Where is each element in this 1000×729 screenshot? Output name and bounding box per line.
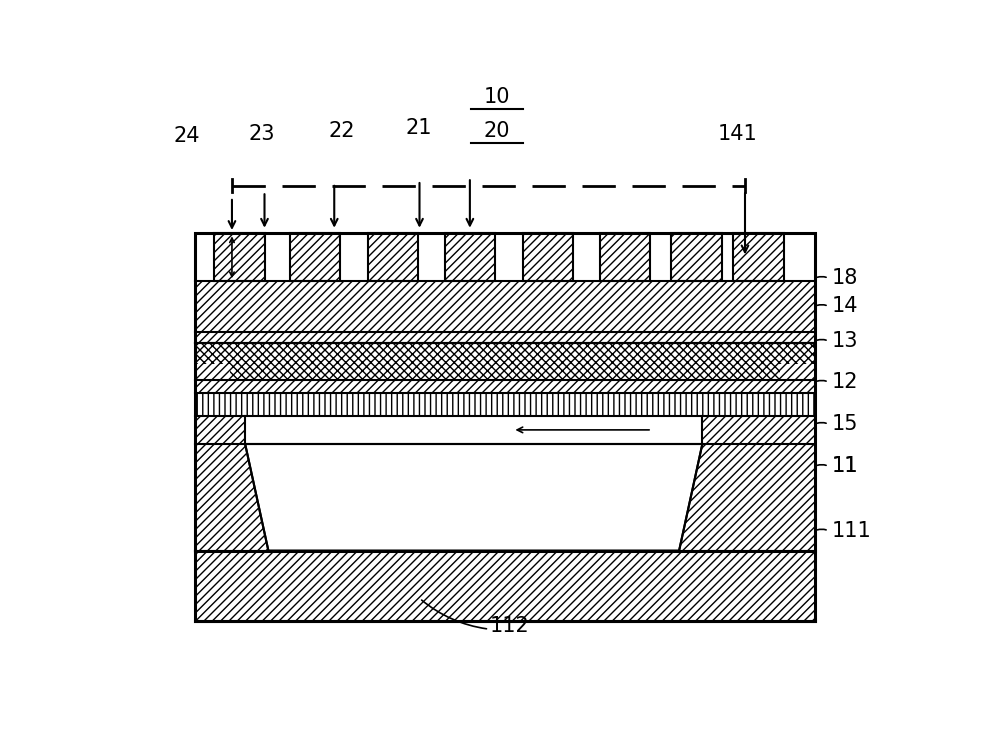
Text: 22: 22 [328,121,355,141]
Text: 20: 20 [484,121,510,141]
Text: 21: 21 [406,118,432,138]
Bar [195,550,815,621]
Text: 141: 141 [718,124,758,144]
Bar [523,233,573,281]
Bar [368,233,418,281]
Bar [214,233,264,281]
Bar [445,233,495,281]
Bar [195,343,815,380]
Text: 18: 18 [832,268,858,289]
Bar [195,444,815,550]
Bar [245,416,702,444]
Text: 10: 10 [484,87,510,106]
Bar [195,416,245,444]
Text: 12: 12 [832,373,858,392]
Text: 14: 14 [832,297,858,316]
Text: 11: 11 [832,456,858,476]
Bar [195,364,230,380]
Text: 24: 24 [173,126,200,147]
Bar [733,233,784,281]
Bar [600,233,650,281]
Bar [671,233,722,281]
Bar [195,332,815,343]
Text: 111: 111 [832,521,872,541]
Text: 13: 13 [832,331,858,351]
Text: 23: 23 [249,124,276,144]
Text: 11: 11 [832,456,858,476]
Bar [290,233,340,281]
Bar [195,380,815,394]
Bar [195,394,815,416]
Bar [702,416,815,444]
Bar [195,281,815,332]
Bar [195,233,815,621]
Bar [780,364,815,380]
Polygon shape [245,444,702,550]
Text: 15: 15 [832,414,858,434]
Text: 112: 112 [489,617,529,636]
